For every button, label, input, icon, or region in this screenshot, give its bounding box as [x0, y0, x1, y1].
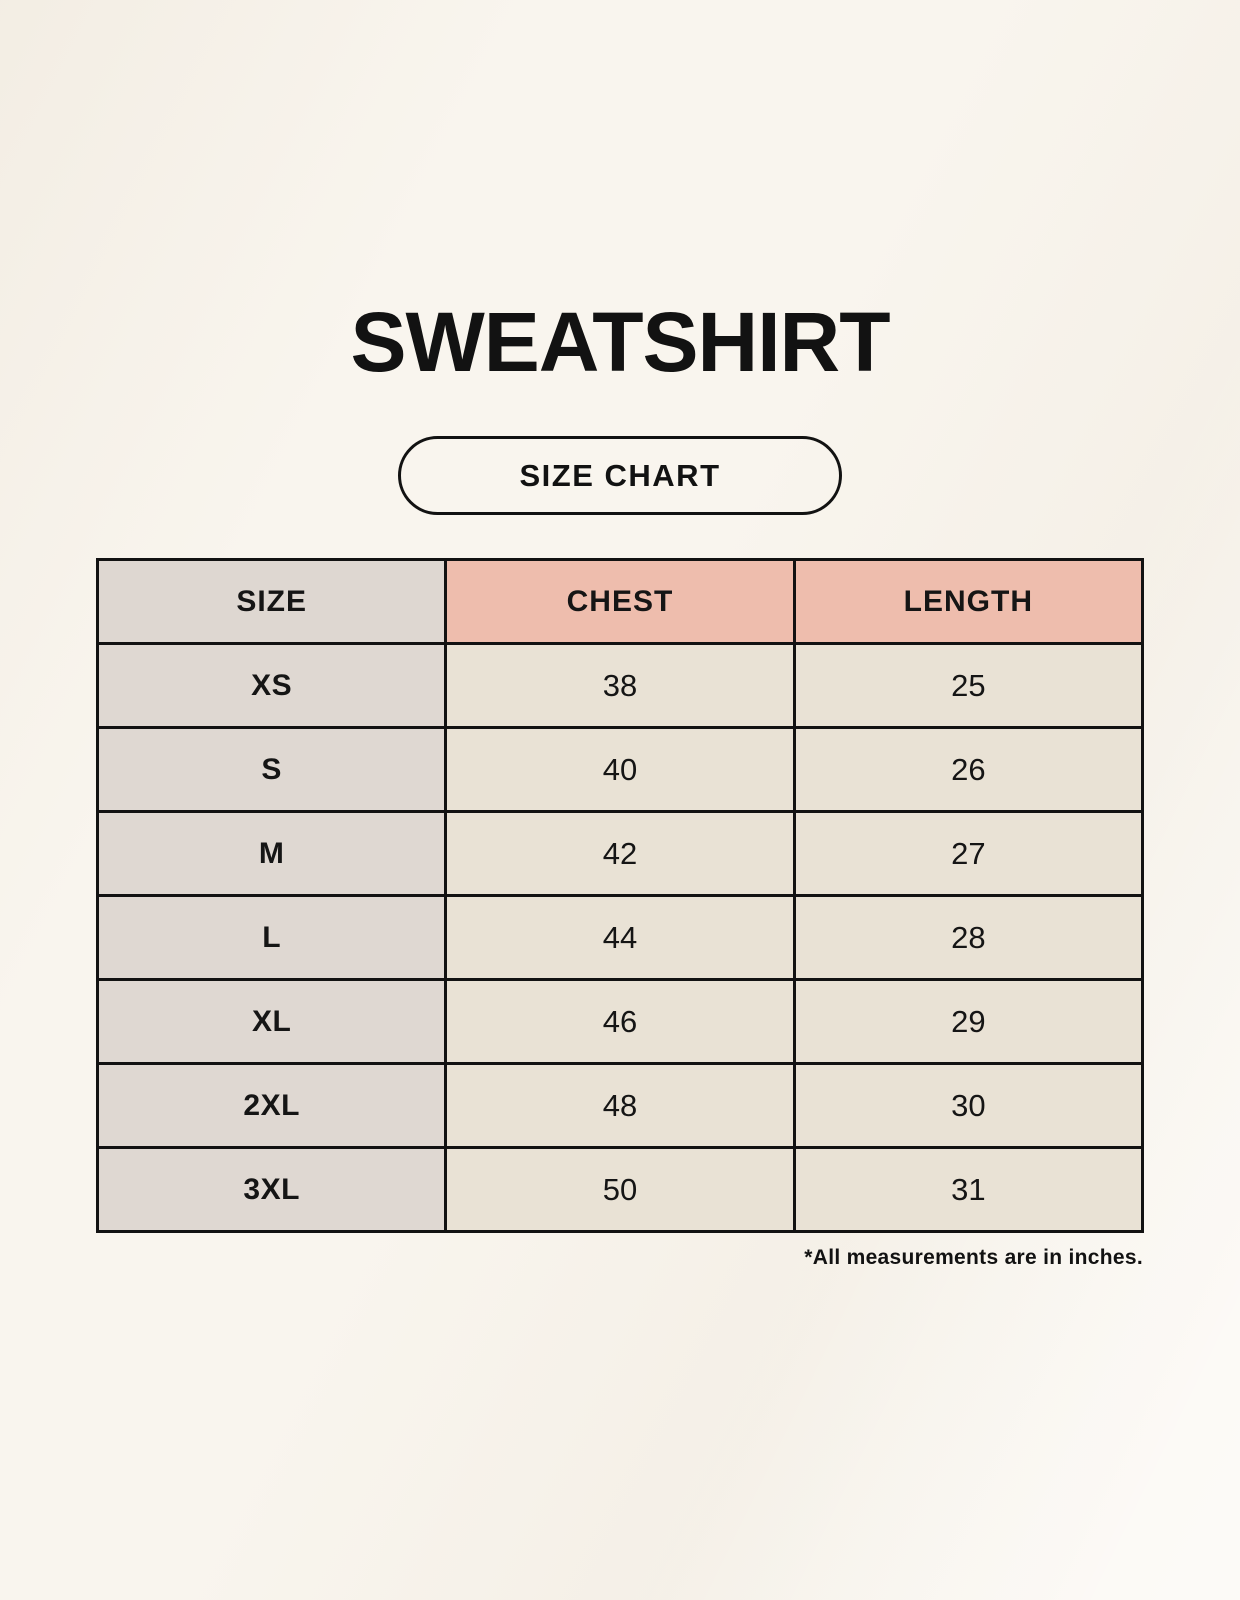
- column-header-chest: CHEST: [444, 558, 796, 645]
- length-cell: 26: [792, 726, 1145, 813]
- table-row: XL 46 29: [95, 978, 1145, 1065]
- column-header-size: SIZE: [95, 558, 448, 645]
- size-table-container: SIZE CHEST LENGTH XS 38 25 S 40 26 M: [95, 558, 1145, 1233]
- length-cell: 28: [792, 894, 1145, 981]
- chest-cell: 48: [444, 1062, 796, 1149]
- table-row: S 40 26: [95, 726, 1145, 813]
- chest-cell: 38: [444, 642, 796, 729]
- length-cell: 31: [792, 1146, 1145, 1233]
- chest-cell: 44: [444, 894, 796, 981]
- page-title: SWEATSHIRT: [350, 295, 890, 389]
- table-row: L 44 28: [95, 894, 1145, 981]
- size-cell: M: [95, 810, 448, 897]
- table-row: M 42 27: [95, 810, 1145, 897]
- length-cell: 27: [792, 810, 1145, 897]
- size-cell: XL: [95, 978, 448, 1065]
- table-row: 3XL 50 31: [95, 1146, 1145, 1233]
- size-chart-badge-label: SIZE CHART: [519, 457, 721, 493]
- chest-cell: 50: [444, 1146, 796, 1233]
- table-row: XS 38 25: [95, 642, 1145, 729]
- chest-cell: 40: [444, 726, 796, 813]
- column-header-length: LENGTH: [792, 558, 1145, 645]
- size-cell: XS: [95, 642, 448, 729]
- size-cell: 3XL: [95, 1146, 448, 1233]
- size-chart-badge[interactable]: SIZE CHART: [398, 436, 842, 515]
- size-cell: S: [95, 726, 448, 813]
- length-cell: 30: [792, 1062, 1145, 1149]
- table-header-row: SIZE CHEST LENGTH: [95, 558, 1145, 645]
- table-row: 2XL 48 30: [95, 1062, 1145, 1149]
- size-cell: 2XL: [95, 1062, 448, 1149]
- chest-cell: 46: [444, 978, 796, 1065]
- length-cell: 29: [792, 978, 1145, 1065]
- length-cell: 25: [792, 642, 1145, 729]
- size-table: SIZE CHEST LENGTH XS 38 25 S 40 26 M: [95, 558, 1145, 1233]
- measurements-footnote: *All measurements are in inches.: [804, 1246, 1143, 1269]
- chest-cell: 42: [444, 810, 796, 897]
- size-cell: L: [95, 894, 448, 981]
